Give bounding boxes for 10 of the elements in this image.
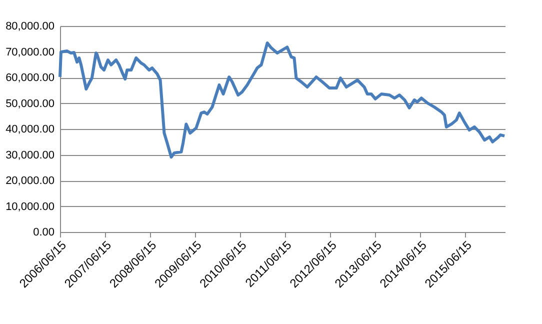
y-tick-label: 40,000.00: [6, 124, 54, 136]
y-tick-label: 80,000.00: [6, 20, 54, 32]
line-series: [58, 41, 506, 159]
y-tick-label: 20,000.00: [6, 175, 54, 187]
y-tick-label: 50,000.00: [6, 98, 54, 110]
y-tick-label: 10,000.00: [6, 200, 54, 213]
y-tick-label: 0.00: [33, 226, 54, 238]
y-tick-label: 30,000.00: [6, 149, 54, 162]
y-tick-label: 70,000.00: [6, 46, 54, 58]
y-tick-label: 60,000.00: [6, 72, 54, 84]
